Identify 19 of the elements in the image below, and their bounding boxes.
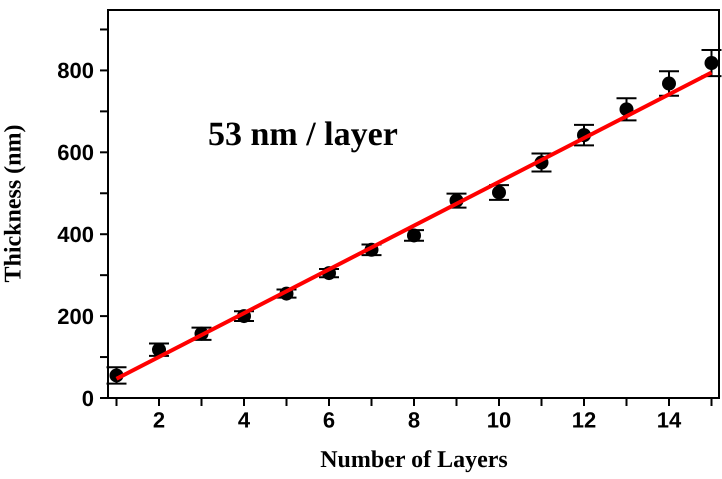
y-tick-label: 400 [57, 222, 94, 248]
point [492, 185, 506, 200]
x-tick-label: 2 [152, 408, 166, 433]
y-axis-title: Thickness (nm) [0, 124, 27, 283]
x-tick-label: 8 [408, 408, 420, 433]
x-axis-title: Number of Layers [320, 447, 508, 473]
y-tick-label: 600 [57, 140, 94, 166]
point [407, 228, 421, 242]
y-tick-label: 0 [82, 386, 94, 411]
y-tick-label: 800 [57, 58, 94, 84]
y-tick-label: 200 [57, 304, 94, 329]
x-tick-label: 14 [656, 408, 682, 433]
x-tick-label: 6 [322, 408, 336, 433]
x-tick-label: 12 [572, 408, 596, 433]
point [662, 76, 676, 91]
x-tick-label: 4 [238, 408, 251, 433]
annotation: 53 nm / layer [208, 116, 398, 154]
point [704, 56, 718, 70]
x-tick-label: 10 [486, 408, 512, 433]
